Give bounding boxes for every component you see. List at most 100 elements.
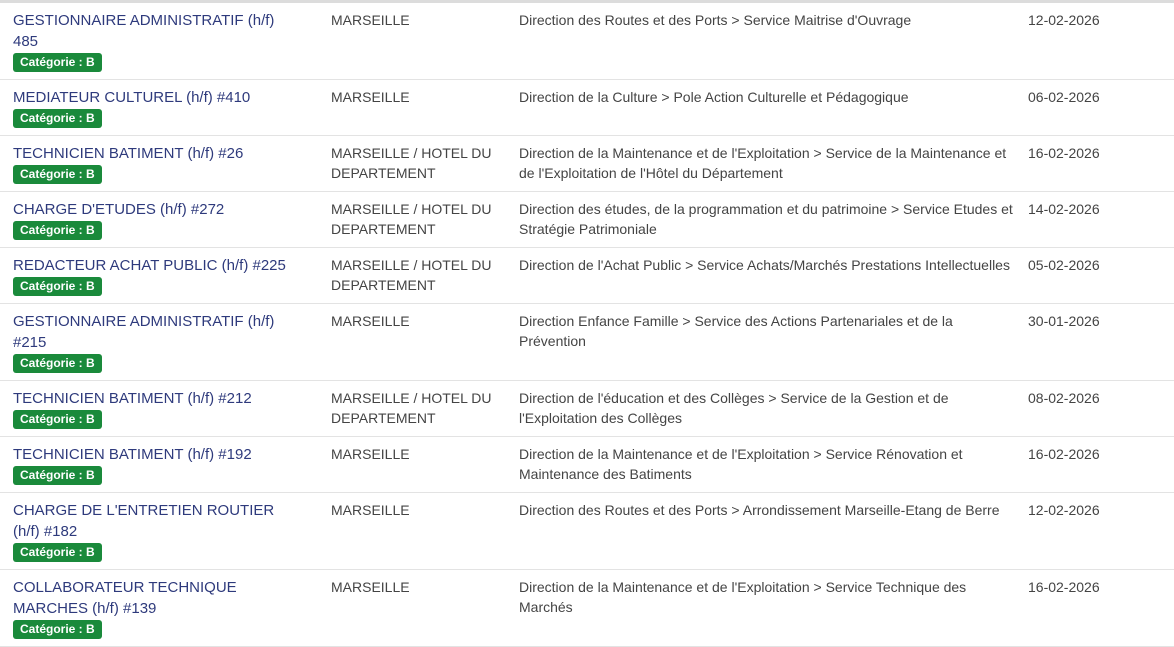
location-cell: MARSEILLE / HOTEL DU DEPARTEMENT: [331, 143, 519, 184]
table-row[interactable]: GESTIONNAIRE ADMINISTRATIF (h/f) 485 Cat…: [0, 3, 1174, 80]
table-row[interactable]: TECHNICIEN BATIMENT (h/f) #212 Catégorie…: [0, 381, 1174, 437]
offer-title-link[interactable]: MEDIATEUR CULTUREL (h/f) #410: [13, 89, 251, 106]
direction-text: Direction de la Culture > Pole Action Cu…: [519, 89, 909, 105]
direction-cell: Direction Enfance Famille > Service des …: [519, 311, 1028, 373]
offer-title-cell: CHARGE D'ETUDES (h/f) #272 Catégorie : B: [0, 199, 331, 240]
location-cell: MARSEILLE: [331, 577, 519, 639]
date-cell: 05-02-2026: [1028, 255, 1100, 296]
date-text: 12-02-2026: [1028, 502, 1100, 518]
category-badge: Catégorie : B: [13, 109, 102, 128]
date-cell: 08-02-2026: [1028, 388, 1100, 429]
direction-cell: Direction de l'Achat Public > Service Ac…: [519, 255, 1028, 296]
category-badge: Catégorie : B: [13, 277, 102, 296]
category-badge: Catégorie : B: [13, 410, 102, 429]
date-cell: 12-02-2026: [1028, 10, 1100, 72]
offer-title-cell: TECHNICIEN BATIMENT (h/f) #212 Catégorie…: [0, 388, 331, 429]
direction-cell: Direction des Routes et des Ports > Serv…: [519, 10, 1028, 72]
offer-title-cell: GESTIONNAIRE ADMINISTRATIF (h/f) #215 Ca…: [0, 311, 331, 373]
offer-title-link[interactable]: CHARGE DE L'ENTRETIEN ROUTIER (h/f) #182: [13, 502, 275, 540]
offer-title-link[interactable]: COLLABORATEUR TECHNIQUE MARCHES (h/f) #1…: [13, 579, 237, 617]
direction-cell: Direction de la Culture > Pole Action Cu…: [519, 87, 1028, 128]
date-cell: 16-02-2026: [1028, 577, 1100, 639]
location-cell: MARSEILLE: [331, 444, 519, 485]
location-text: MARSEILLE: [331, 12, 410, 28]
location-text: MARSEILLE / HOTEL DU DEPARTEMENT: [331, 201, 492, 237]
direction-text: Direction de la Maintenance et de l'Expl…: [519, 579, 967, 615]
date-cell: 30-01-2026: [1028, 311, 1100, 373]
category-badge: Catégorie : B: [13, 466, 102, 485]
direction-cell: Direction des Routes et des Ports > Arro…: [519, 500, 1028, 562]
location-cell: MARSEILLE / HOTEL DU DEPARTEMENT: [331, 199, 519, 240]
offer-title-link[interactable]: CHARGE D'ETUDES (h/f) #272: [13, 201, 225, 218]
date-text: 06-02-2026: [1028, 89, 1100, 105]
date-cell: 16-02-2026: [1028, 444, 1100, 485]
table-row[interactable]: MEDIATEUR CULTUREL (h/f) #410 Catégorie …: [0, 80, 1174, 136]
location-text: MARSEILLE: [331, 579, 410, 595]
location-text: MARSEILLE: [331, 502, 410, 518]
location-text: MARSEILLE / HOTEL DU DEPARTEMENT: [331, 145, 492, 181]
date-text: 30-01-2026: [1028, 313, 1100, 329]
direction-cell: Direction de la Maintenance et de l'Expl…: [519, 577, 1028, 639]
offer-title-link[interactable]: REDACTEUR ACHAT PUBLIC (h/f) #225: [13, 257, 286, 274]
date-cell: 16-02-2026: [1028, 143, 1100, 184]
table-row[interactable]: TECHNICIEN BATIMENT (h/f) #192 Catégorie…: [0, 437, 1174, 493]
offer-title-cell: COLLABORATEUR TECHNIQUE MARCHES (h/f) #1…: [0, 577, 331, 639]
date-text: 16-02-2026: [1028, 579, 1100, 595]
category-badge: Catégorie : B: [13, 165, 102, 184]
category-badge: Catégorie : B: [13, 543, 102, 562]
offer-title-cell: TECHNICIEN BATIMENT (h/f) #192 Catégorie…: [0, 444, 331, 485]
offer-title-link[interactable]: GESTIONNAIRE ADMINISTRATIF (h/f) #215: [13, 313, 275, 351]
direction-cell: Direction de la Maintenance et de l'Expl…: [519, 143, 1028, 184]
date-cell: 06-02-2026: [1028, 87, 1100, 128]
date-text: 12-02-2026: [1028, 12, 1100, 28]
location-text: MARSEILLE / HOTEL DU DEPARTEMENT: [331, 390, 492, 426]
offer-title-cell: GESTIONNAIRE ADMINISTRATIF (h/f) 485 Cat…: [0, 10, 331, 72]
date-text: 16-02-2026: [1028, 145, 1100, 161]
table-row[interactable]: CHARGE DE L'ENTRETIEN ROUTIER (h/f) #182…: [0, 493, 1174, 570]
table-row[interactable]: CHARGE D'ETUDES (h/f) #272 Catégorie : B…: [0, 192, 1174, 248]
direction-text: Direction de l'Achat Public > Service Ac…: [519, 257, 1010, 273]
direction-cell: Direction des études, de la programmatio…: [519, 199, 1028, 240]
direction-cell: Direction de l'éducation et des Collèges…: [519, 388, 1028, 429]
direction-text: Direction des Routes et des Ports > Arro…: [519, 502, 1000, 518]
date-cell: 12-02-2026: [1028, 500, 1100, 562]
category-badge: Catégorie : B: [13, 620, 102, 639]
table-row[interactable]: GESTIONNAIRE ADMINISTRATIF (h/f) #215 Ca…: [0, 304, 1174, 381]
offer-title-link[interactable]: TECHNICIEN BATIMENT (h/f) #212: [13, 390, 252, 407]
direction-text: Direction Enfance Famille > Service des …: [519, 313, 953, 349]
date-text: 14-02-2026: [1028, 201, 1100, 217]
offer-title-link[interactable]: TECHNICIEN BATIMENT (h/f) #192: [13, 446, 252, 463]
location-cell: MARSEILLE / HOTEL DU DEPARTEMENT: [331, 388, 519, 429]
date-text: 08-02-2026: [1028, 390, 1100, 406]
date-text: 05-02-2026: [1028, 257, 1100, 273]
table-row[interactable]: REDACTEUR ACHAT PUBLIC (h/f) #225 Catégo…: [0, 248, 1174, 304]
table-row[interactable]: TECHNICIEN BATIMENT (h/f) #26 Catégorie …: [0, 136, 1174, 192]
direction-text: Direction de l'éducation et des Collèges…: [519, 390, 949, 426]
table-row[interactable]: COLLABORATEUR TECHNIQUE MARCHES (h/f) #1…: [0, 570, 1174, 647]
category-badge: Catégorie : B: [13, 53, 102, 72]
offer-title-link[interactable]: TECHNICIEN BATIMENT (h/f) #26: [13, 145, 244, 162]
location-cell: MARSEILLE: [331, 87, 519, 128]
offer-title-cell: TECHNICIEN BATIMENT (h/f) #26 Catégorie …: [0, 143, 331, 184]
location-text: MARSEILLE: [331, 446, 410, 462]
direction-text: Direction de la Maintenance et de l'Expl…: [519, 446, 963, 482]
date-cell: 14-02-2026: [1028, 199, 1100, 240]
location-cell: MARSEILLE / HOTEL DU DEPARTEMENT: [331, 255, 519, 296]
location-text: MARSEILLE: [331, 313, 410, 329]
offer-title-link[interactable]: GESTIONNAIRE ADMINISTRATIF (h/f) 485: [13, 12, 275, 50]
location-text: MARSEILLE: [331, 89, 410, 105]
location-cell: MARSEILLE: [331, 10, 519, 72]
direction-text: Direction des études, de la programmatio…: [519, 201, 1013, 237]
offer-title-cell: REDACTEUR ACHAT PUBLIC (h/f) #225 Catégo…: [0, 255, 331, 296]
location-cell: MARSEILLE: [331, 311, 519, 373]
date-text: 16-02-2026: [1028, 446, 1100, 462]
category-badge: Catégorie : B: [13, 221, 102, 240]
offer-title-cell: MEDIATEUR CULTUREL (h/f) #410 Catégorie …: [0, 87, 331, 128]
location-cell: MARSEILLE: [331, 500, 519, 562]
offer-title-cell: CHARGE DE L'ENTRETIEN ROUTIER (h/f) #182…: [0, 500, 331, 562]
category-badge: Catégorie : B: [13, 354, 102, 373]
location-text: MARSEILLE / HOTEL DU DEPARTEMENT: [331, 257, 492, 293]
direction-text: Direction de la Maintenance et de l'Expl…: [519, 145, 1007, 181]
direction-text: Direction des Routes et des Ports > Serv…: [519, 12, 912, 28]
